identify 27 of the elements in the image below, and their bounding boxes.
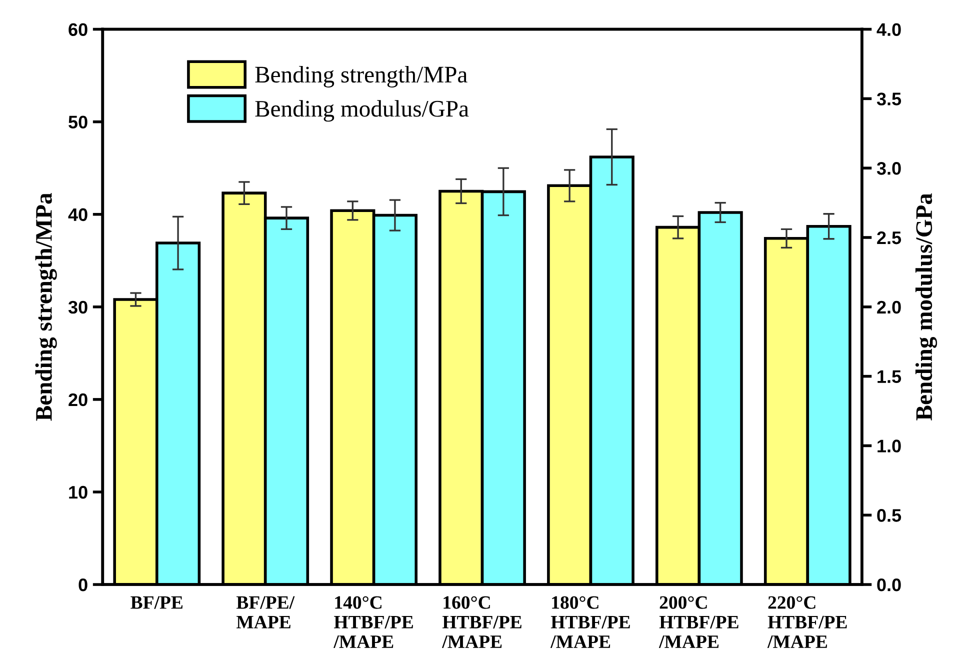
y-tick-label: 0 [78,578,88,592]
legend-label: Bending strength/MPa [255,66,468,88]
y-tick-label: 50 [68,116,88,129]
y2-tick-label: 4.0 [876,23,901,36]
y-tick-label: 10 [69,486,88,499]
y2-tick-label: 0.5 [877,509,902,522]
y2-tick-label: 1.0 [878,440,901,452]
x-tick-label: BF/PE/ MAPE [236,596,295,628]
y-tick-label: 30 [68,300,88,314]
y2-axis-title: Bending modulus/GPa [915,193,938,420]
y2-tick-label: 2.0 [877,300,901,314]
y2-tick-label: 0.0 [877,578,901,592]
y2-tick-label: 3.0 [876,162,901,175]
y2-tick-label: 1.5 [878,370,902,384]
x-tick-label: 200°C HTBF/PE /MAPE [658,596,738,648]
y2-tick-label: 3.5 [876,92,902,106]
y-tick-label: 60 [68,23,88,36]
x-tick-label: 220°C HTBF/PE /MAPE [767,596,847,648]
y2-tick-label: 2.5 [877,231,902,244]
x-tick-label: 180°C HTBF/PE /MAPE [550,596,630,648]
y-tick-label: 40 [68,208,88,222]
x-tick-label: BF/PE [130,596,182,609]
y-axis-title: Bending strength/MPa [35,193,57,421]
y-tick-label: 20 [68,393,88,406]
x-tick-label: 140°C HTBF/PE /MAPE [334,596,413,648]
x-tick-label: 160°C HTBF/PE /MAPE [442,596,522,648]
legend-label: Bending modulus/GPa [255,100,469,122]
